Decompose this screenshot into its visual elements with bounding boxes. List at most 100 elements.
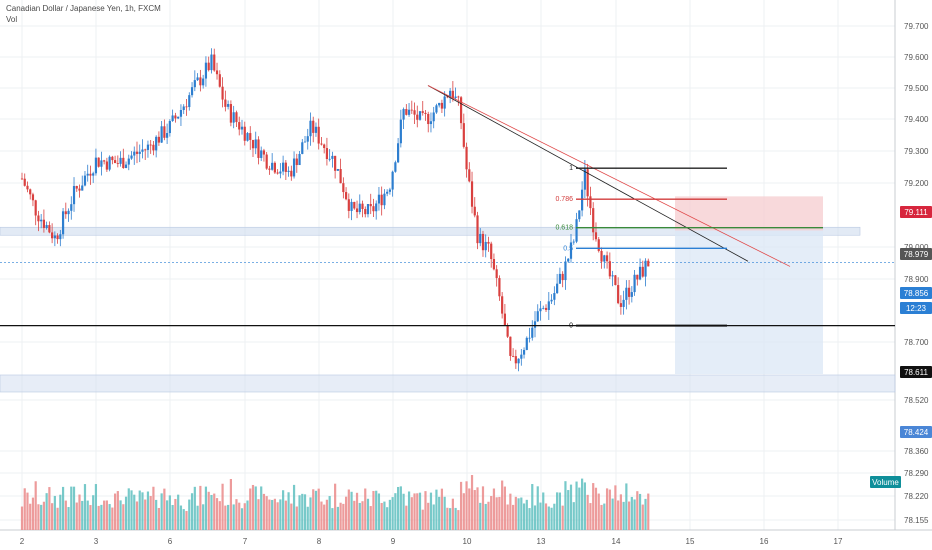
candle-body[interactable] bbox=[449, 90, 452, 97]
candle-body[interactable] bbox=[271, 162, 274, 170]
candle-body[interactable] bbox=[380, 194, 383, 206]
candle-body[interactable] bbox=[366, 204, 370, 215]
candle-body[interactable] bbox=[432, 112, 435, 122]
candle-body[interactable] bbox=[421, 111, 424, 113]
candle-body[interactable] bbox=[514, 356, 517, 364]
candle-body[interactable] bbox=[520, 354, 523, 359]
stop-loss-zone[interactable] bbox=[675, 196, 823, 231]
candle-body[interactable] bbox=[473, 206, 476, 216]
candle-body[interactable] bbox=[61, 211, 65, 235]
candle-body[interactable] bbox=[386, 191, 389, 194]
candle-body[interactable] bbox=[487, 241, 490, 244]
candle-body[interactable] bbox=[157, 136, 160, 143]
candle-body[interactable] bbox=[303, 141, 307, 143]
candle-body[interactable] bbox=[418, 111, 422, 120]
candle-body[interactable] bbox=[617, 285, 620, 304]
candle-body[interactable] bbox=[569, 242, 573, 259]
candle-body[interactable] bbox=[249, 133, 252, 140]
candle-body[interactable] bbox=[254, 139, 257, 149]
candle-body[interactable] bbox=[83, 175, 87, 186]
candle-body[interactable] bbox=[528, 337, 531, 339]
candle-body[interactable] bbox=[383, 193, 386, 206]
candle-body[interactable] bbox=[405, 109, 408, 115]
candle-body[interactable] bbox=[457, 96, 460, 98]
candle-body[interactable] bbox=[105, 161, 108, 170]
candle-body[interactable] bbox=[446, 96, 449, 98]
candle-body[interactable] bbox=[130, 155, 133, 159]
candle-body[interactable] bbox=[314, 126, 318, 133]
candle-body[interactable] bbox=[323, 144, 326, 149]
candle-body[interactable] bbox=[443, 96, 446, 109]
candle-body[interactable] bbox=[34, 200, 37, 216]
candle-body[interactable] bbox=[232, 112, 235, 123]
candle-body[interactable] bbox=[163, 126, 166, 138]
candle-body[interactable] bbox=[53, 235, 56, 239]
candle-body[interactable] bbox=[135, 151, 139, 154]
candle-body[interactable] bbox=[171, 115, 174, 121]
candle-body[interactable] bbox=[67, 210, 70, 215]
candle-body[interactable] bbox=[301, 142, 304, 154]
candle-body[interactable] bbox=[207, 62, 210, 71]
candle-body[interactable] bbox=[608, 261, 611, 277]
candle-body[interactable] bbox=[292, 158, 296, 177]
candle-body[interactable] bbox=[611, 275, 614, 277]
candle-body[interactable] bbox=[81, 185, 84, 191]
candle-body[interactable] bbox=[440, 102, 444, 109]
candle-body[interactable] bbox=[347, 199, 350, 211]
candle-body[interactable] bbox=[481, 233, 485, 251]
candle-body[interactable] bbox=[45, 225, 48, 229]
candle-body[interactable] bbox=[594, 232, 598, 240]
candle-body[interactable] bbox=[350, 201, 353, 211]
candle-body[interactable] bbox=[575, 219, 578, 242]
candle-body[interactable] bbox=[361, 203, 364, 209]
candle-body[interactable] bbox=[544, 307, 548, 310]
candle-body[interactable] bbox=[229, 104, 232, 123]
candle-body[interactable] bbox=[26, 185, 29, 190]
candle-body[interactable] bbox=[641, 266, 644, 277]
candle-body[interactable] bbox=[111, 156, 114, 161]
trendline-black[interactable] bbox=[427, 85, 749, 262]
candle-body[interactable] bbox=[174, 115, 177, 119]
candle-body[interactable] bbox=[647, 260, 650, 267]
candle-body[interactable] bbox=[536, 311, 539, 322]
candle-body[interactable] bbox=[336, 169, 339, 171]
candle-body[interactable] bbox=[572, 241, 575, 243]
candle-body[interactable] bbox=[70, 204, 73, 211]
candle-body[interactable] bbox=[636, 274, 639, 280]
candle-body[interactable] bbox=[210, 54, 213, 71]
candle-body[interactable] bbox=[438, 102, 441, 106]
candle-body[interactable] bbox=[454, 96, 457, 98]
candle-body[interactable] bbox=[64, 211, 67, 215]
candle-body[interactable] bbox=[48, 225, 51, 233]
candle-body[interactable] bbox=[113, 160, 117, 164]
candle-body[interactable] bbox=[479, 233, 482, 244]
trendline-red[interactable] bbox=[427, 85, 791, 267]
candle-body[interactable] bbox=[202, 78, 205, 86]
candle-body[interactable] bbox=[644, 260, 647, 277]
candle-body[interactable] bbox=[605, 255, 609, 262]
candle-body[interactable] bbox=[146, 144, 150, 150]
candle-body[interactable] bbox=[227, 104, 230, 107]
candle-body[interactable] bbox=[630, 292, 633, 297]
candle-body[interactable] bbox=[358, 203, 361, 213]
candle-body[interactable] bbox=[547, 301, 550, 310]
candle-body[interactable] bbox=[512, 355, 515, 357]
candle-body[interactable] bbox=[141, 149, 144, 152]
candle-body[interactable] bbox=[290, 170, 293, 177]
candle-body[interactable] bbox=[339, 169, 342, 184]
candle-body[interactable] bbox=[295, 158, 298, 166]
candle-body[interactable] bbox=[553, 293, 556, 300]
candle-body[interactable] bbox=[282, 162, 285, 172]
candle-body[interactable] bbox=[86, 173, 89, 176]
candle-body[interactable] bbox=[179, 110, 183, 117]
candle-body[interactable] bbox=[372, 206, 375, 212]
candle-body[interactable] bbox=[388, 189, 391, 192]
candle-body[interactable] bbox=[377, 194, 381, 204]
candle-body[interactable] bbox=[581, 189, 584, 211]
candle-body[interactable] bbox=[364, 208, 367, 215]
candle-body[interactable] bbox=[586, 169, 589, 197]
candle-body[interactable] bbox=[273, 162, 276, 173]
candle-body[interactable] bbox=[78, 188, 81, 191]
candle-body[interactable] bbox=[416, 114, 419, 120]
candle-body[interactable] bbox=[92, 173, 95, 176]
